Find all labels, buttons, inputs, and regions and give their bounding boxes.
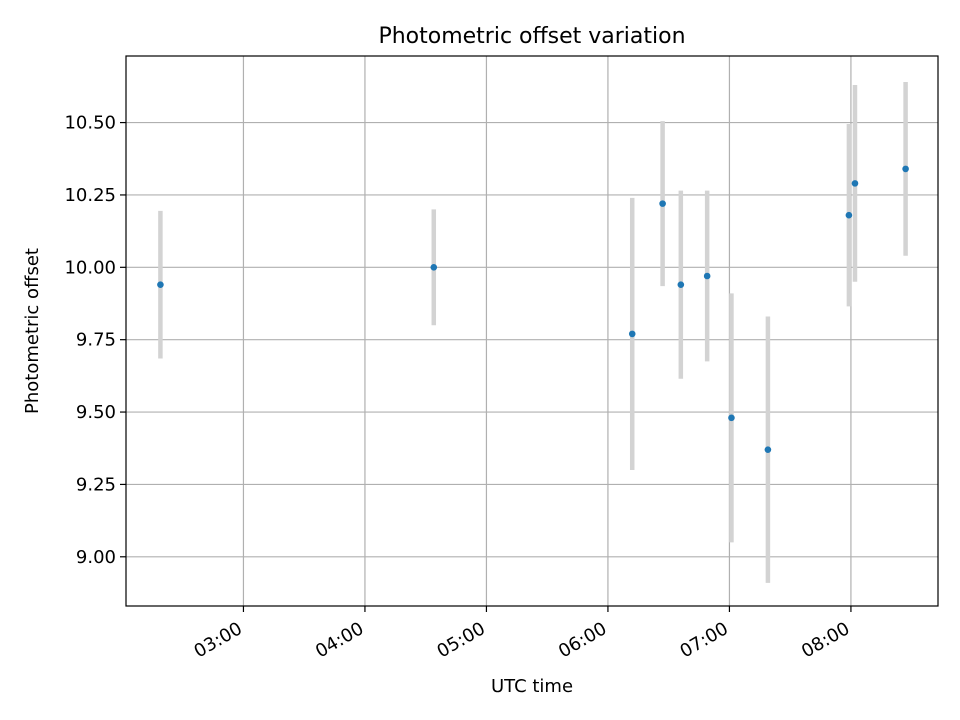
data-point [703,272,711,280]
y-tick-label: 9.75 [76,330,116,351]
plot-frame [125,55,939,607]
x-axis-title: UTC time [491,676,573,697]
y-axis: 9.00 9.25 9.50 9.75 10.00 10.25 10.50 [64,113,126,568]
y-tick-label: 9.50 [76,402,116,423]
y-tick-label: 10.25 [64,185,116,206]
data-point [628,330,636,338]
y-tick-label: 10.50 [64,113,116,134]
grid [126,56,938,606]
data-point [764,446,772,453]
data-point [845,211,853,219]
data-point [728,414,735,422]
data-point [902,165,909,173]
y-axis-title: Photometric offset [22,248,43,414]
y-tick-label: 10.00 [64,257,116,278]
data-points [157,165,909,453]
y-tick-label: 9.00 [76,547,116,568]
chart-title: Photometric offset variation [378,24,685,49]
data-point [157,281,164,288]
plot-area [126,56,938,606]
data-point [851,180,859,187]
data-point [659,200,666,207]
data-point [677,281,685,288]
data-point [430,264,438,271]
y-tick-label: 9.25 [76,474,116,495]
